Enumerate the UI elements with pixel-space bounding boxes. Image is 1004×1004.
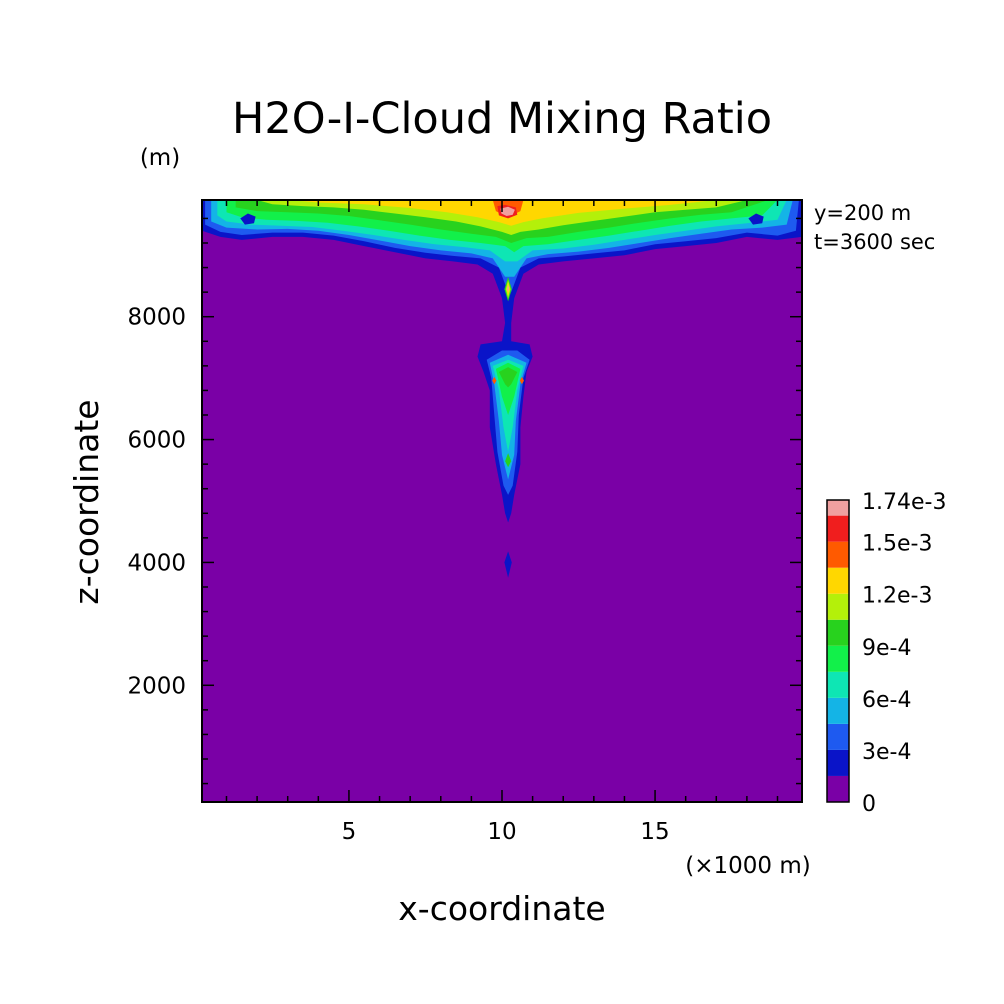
colorbar-band-10 (827, 515, 849, 542)
x-tick-label: 15 (640, 819, 669, 845)
y-tick-label: 6000 (127, 428, 186, 454)
x-axis: 5 10 15 (225, 200, 779, 845)
chart-title: H2O-I-Cloud Mixing Ratio (232, 94, 772, 144)
colorbar-label: 0 (862, 792, 876, 817)
contour-region-20 (500, 206, 515, 216)
colorbar-label: 9e-4 (862, 636, 911, 661)
colorbar-label: 6e-4 (862, 688, 911, 713)
colorbar-label: 1.5e-3 (862, 532, 932, 557)
colorbar-band-11 (827, 500, 849, 516)
y-tick-label: 2000 (127, 673, 186, 699)
colorbar: 0 3e-4 6e-4 9e-4 1.2e-3 1.5e-3 1.74e-3 (826, 490, 946, 817)
contour-region-21 (507, 284, 509, 293)
x-tick-label: 10 (487, 819, 516, 845)
contour-region-1 (504, 551, 512, 578)
colorbar-band-4 (827, 671, 849, 698)
colorbar-band-3 (827, 697, 849, 724)
plot-area (202, 200, 802, 802)
colorbar-band-7 (827, 593, 849, 620)
contour-region-25 (748, 213, 764, 225)
contour-band-background (202, 200, 802, 802)
x-tick-label: 5 (342, 819, 357, 845)
annotation-t: t=3600 sec (814, 230, 935, 254)
colorbar-label: 1.2e-3 (862, 584, 932, 609)
contour-region-23 (519, 376, 524, 385)
colorbar-band-6 (827, 619, 849, 646)
colorbar-band-8 (827, 567, 849, 594)
colorbar-frame (826, 499, 850, 803)
contour-region-11 (498, 367, 518, 388)
colorbar-band-5 (827, 645, 849, 672)
contour-region-22 (492, 376, 497, 385)
colorbar-band-0 (827, 775, 849, 802)
contour-region-24 (240, 213, 256, 225)
y-unit-label: (m) (140, 145, 180, 171)
colorbar-band-2 (827, 723, 849, 750)
contour-region-12 (505, 453, 512, 468)
x-axis-label: x-coordinate (398, 889, 605, 928)
y-tick-label: 8000 (127, 305, 186, 331)
y-tick-label: 4000 (127, 550, 186, 576)
y-axis: 2000 4000 6000 8000 (127, 217, 802, 785)
colorbar-label: 3e-4 (862, 740, 911, 765)
colorbar-label: 1.74e-3 (862, 490, 946, 515)
y-axis-label: z-coordinate (67, 399, 106, 604)
x-unit-label: (×1000 m) (685, 853, 810, 879)
colorbar-band-1 (827, 749, 849, 776)
colorbar-band-9 (827, 541, 849, 568)
annotation-y: y=200 m (814, 201, 911, 225)
